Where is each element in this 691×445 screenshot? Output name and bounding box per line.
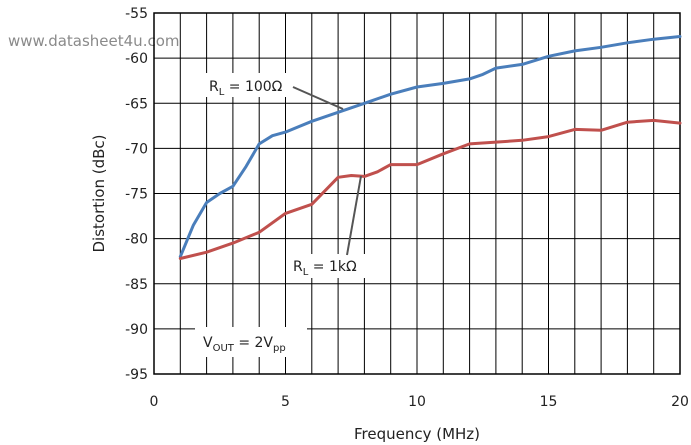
leader-line xyxy=(292,86,344,110)
x-tick-label: 20 xyxy=(671,394,689,410)
chart-ticks: 0 5 10 15 20 -55 -60 -65 -70 -75 -80 -85 -90 -95 xyxy=(125,6,689,410)
series-line-1 xyxy=(178,35,682,259)
chart-series xyxy=(178,35,682,260)
x-tick-label: 15 xyxy=(540,394,558,410)
chart-annotations: RL = 100Ω RL = 1kΩ VOUT = 2Vpp xyxy=(195,73,367,357)
condition-label-box xyxy=(195,327,307,357)
y-tick-label: -80 xyxy=(125,232,148,248)
y-tick-label: -70 xyxy=(125,141,148,157)
series-label-box xyxy=(287,254,367,278)
plot-frame xyxy=(153,12,681,375)
x-tick-label: 5 xyxy=(281,394,290,410)
y-tick-label: -95 xyxy=(125,367,148,383)
series-label-2: RL = 1kΩ xyxy=(293,259,357,278)
y-tick-label: -85 xyxy=(125,277,148,293)
y-tick-label: -55 xyxy=(125,6,148,22)
leader-line xyxy=(346,175,362,256)
y-tick-label: -90 xyxy=(125,322,148,338)
series-line-2 xyxy=(178,118,682,260)
series-label-1: RL = 100Ω xyxy=(209,79,283,98)
y-tick-label: -65 xyxy=(125,96,148,112)
condition-label: VOUT = 2Vpp xyxy=(203,335,286,354)
y-axis-label: Distortion (dBc) xyxy=(90,134,108,252)
chart-grid xyxy=(153,12,681,375)
series-label-box xyxy=(201,73,291,97)
x-axis-label: Frequency (MHz) xyxy=(354,425,480,443)
x-tick-label: 0 xyxy=(150,394,159,410)
y-tick-label: -75 xyxy=(125,187,148,203)
watermark-text: www.datasheet4u.com xyxy=(8,32,180,50)
x-tick-label: 10 xyxy=(408,394,426,410)
y-tick-label: -60 xyxy=(125,51,148,67)
